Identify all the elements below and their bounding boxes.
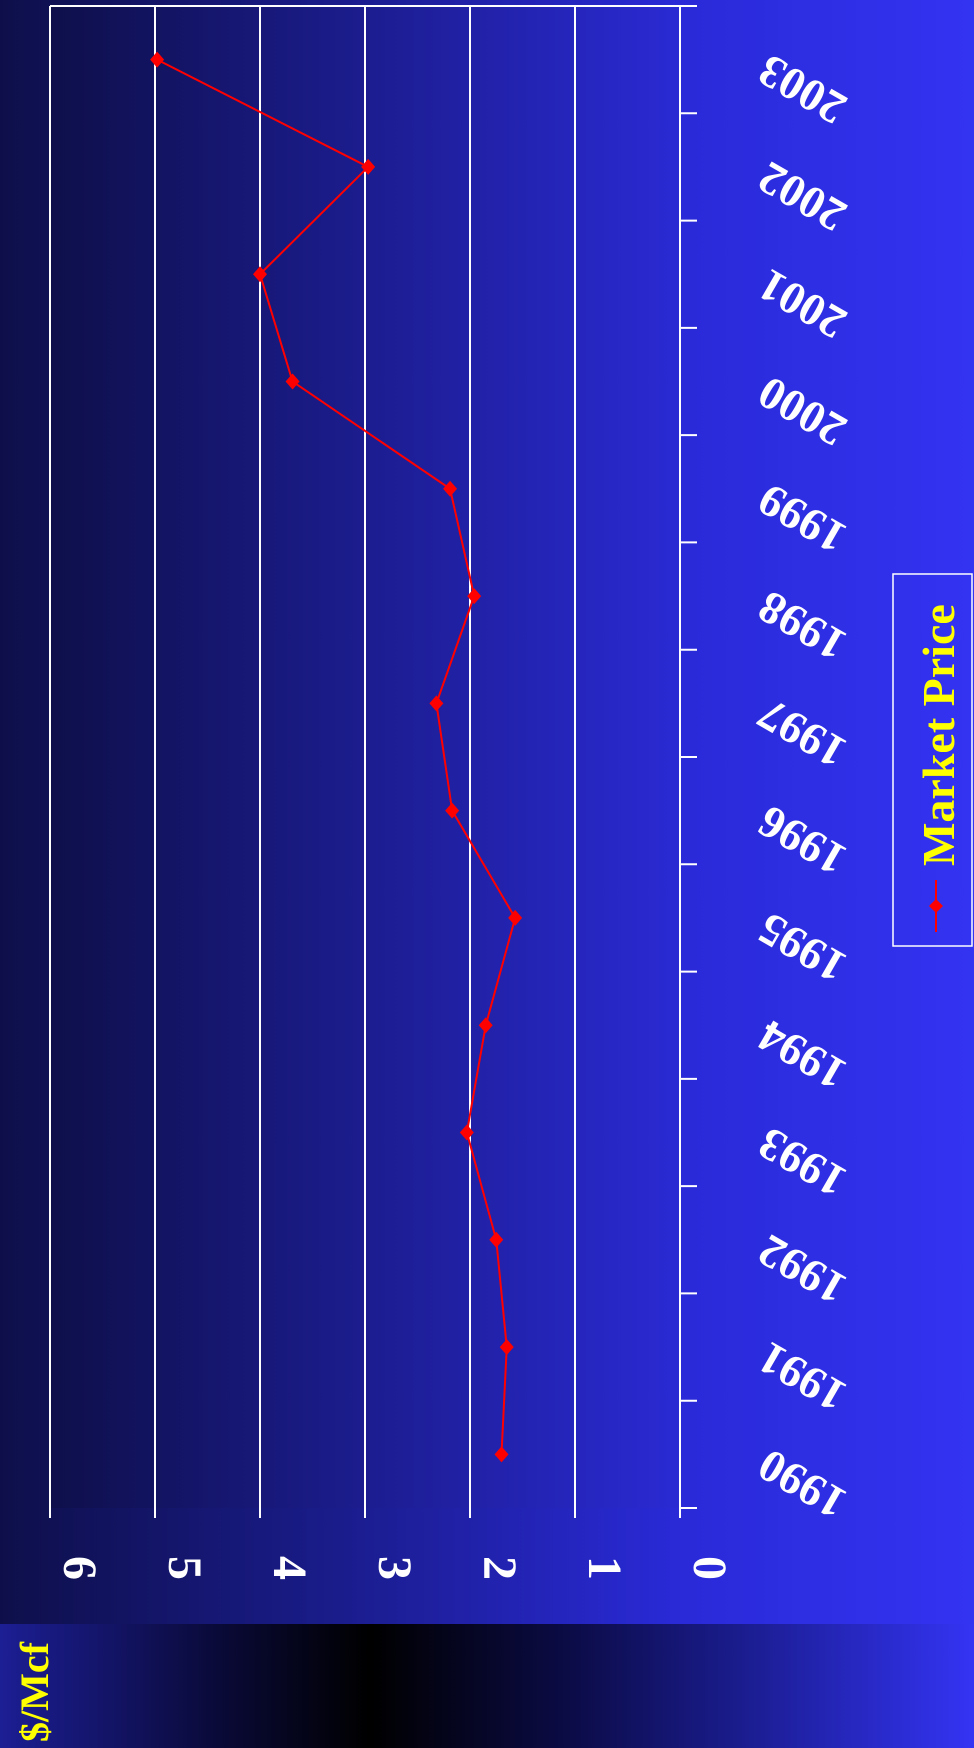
x-axis-ticks	[679, 5, 697, 1509]
y-tick-label: 3	[368, 1556, 421, 1580]
data-point	[285, 373, 300, 390]
data-point	[445, 802, 460, 819]
x-tick-label: 1994	[749, 1010, 854, 1100]
x-tick-label: 2002	[749, 152, 854, 242]
x-tick-label: 1996	[749, 796, 854, 886]
y-tick-label: 4	[263, 1556, 316, 1580]
data-point	[494, 1446, 509, 1463]
data-point	[508, 909, 523, 926]
x-tick-label: 2003	[749, 45, 854, 135]
series-line-market-price	[156, 58, 517, 1455]
x-tick-label: 1992	[749, 1225, 854, 1315]
data-point	[499, 1339, 514, 1356]
x-tick-label: 1998	[749, 581, 854, 671]
y-tick-label: 6	[53, 1556, 106, 1580]
x-axis-tick-labels: 1990 1991 1992 1993 1994 1995 1996 1997 1998 1999…	[749, 45, 854, 1530]
x-tick-label: 1999	[749, 474, 854, 564]
y-tick-label: 2	[473, 1556, 526, 1580]
x-tick-label: 1991	[749, 1332, 854, 1422]
y-tick-label: 1	[578, 1556, 631, 1580]
x-tick-label: 1993	[749, 1117, 854, 1207]
data-point	[443, 480, 458, 497]
data-point	[467, 588, 482, 605]
y-tick-label: 0	[683, 1556, 736, 1580]
legend: Market Price	[892, 573, 973, 947]
legend-label: Market Price	[913, 604, 964, 866]
data-point	[429, 695, 444, 712]
data-point	[361, 158, 376, 175]
x-tick-label: 1997	[749, 688, 854, 778]
data-point	[478, 1017, 493, 1034]
bottom-gradient-band	[0, 1624, 974, 1748]
x-tick-label: 2001	[749, 259, 854, 349]
data-point	[489, 1231, 504, 1248]
data-point	[253, 266, 267, 283]
y-tick-label: 5	[158, 1556, 211, 1580]
y-axis-tick-labels: 0 1 2 3 4 5 6	[53, 1556, 736, 1580]
legend-box	[892, 573, 973, 947]
x-tick-label: 1995	[749, 903, 854, 993]
series-layer	[150, 51, 523, 1463]
y-axis-title: $/Mcf	[12, 1641, 57, 1742]
data-point	[459, 1124, 474, 1141]
data-point	[150, 51, 165, 68]
x-tick-label: 1990	[749, 1439, 854, 1529]
x-tick-label: 2000	[749, 366, 854, 456]
legend-marker	[929, 899, 943, 913]
